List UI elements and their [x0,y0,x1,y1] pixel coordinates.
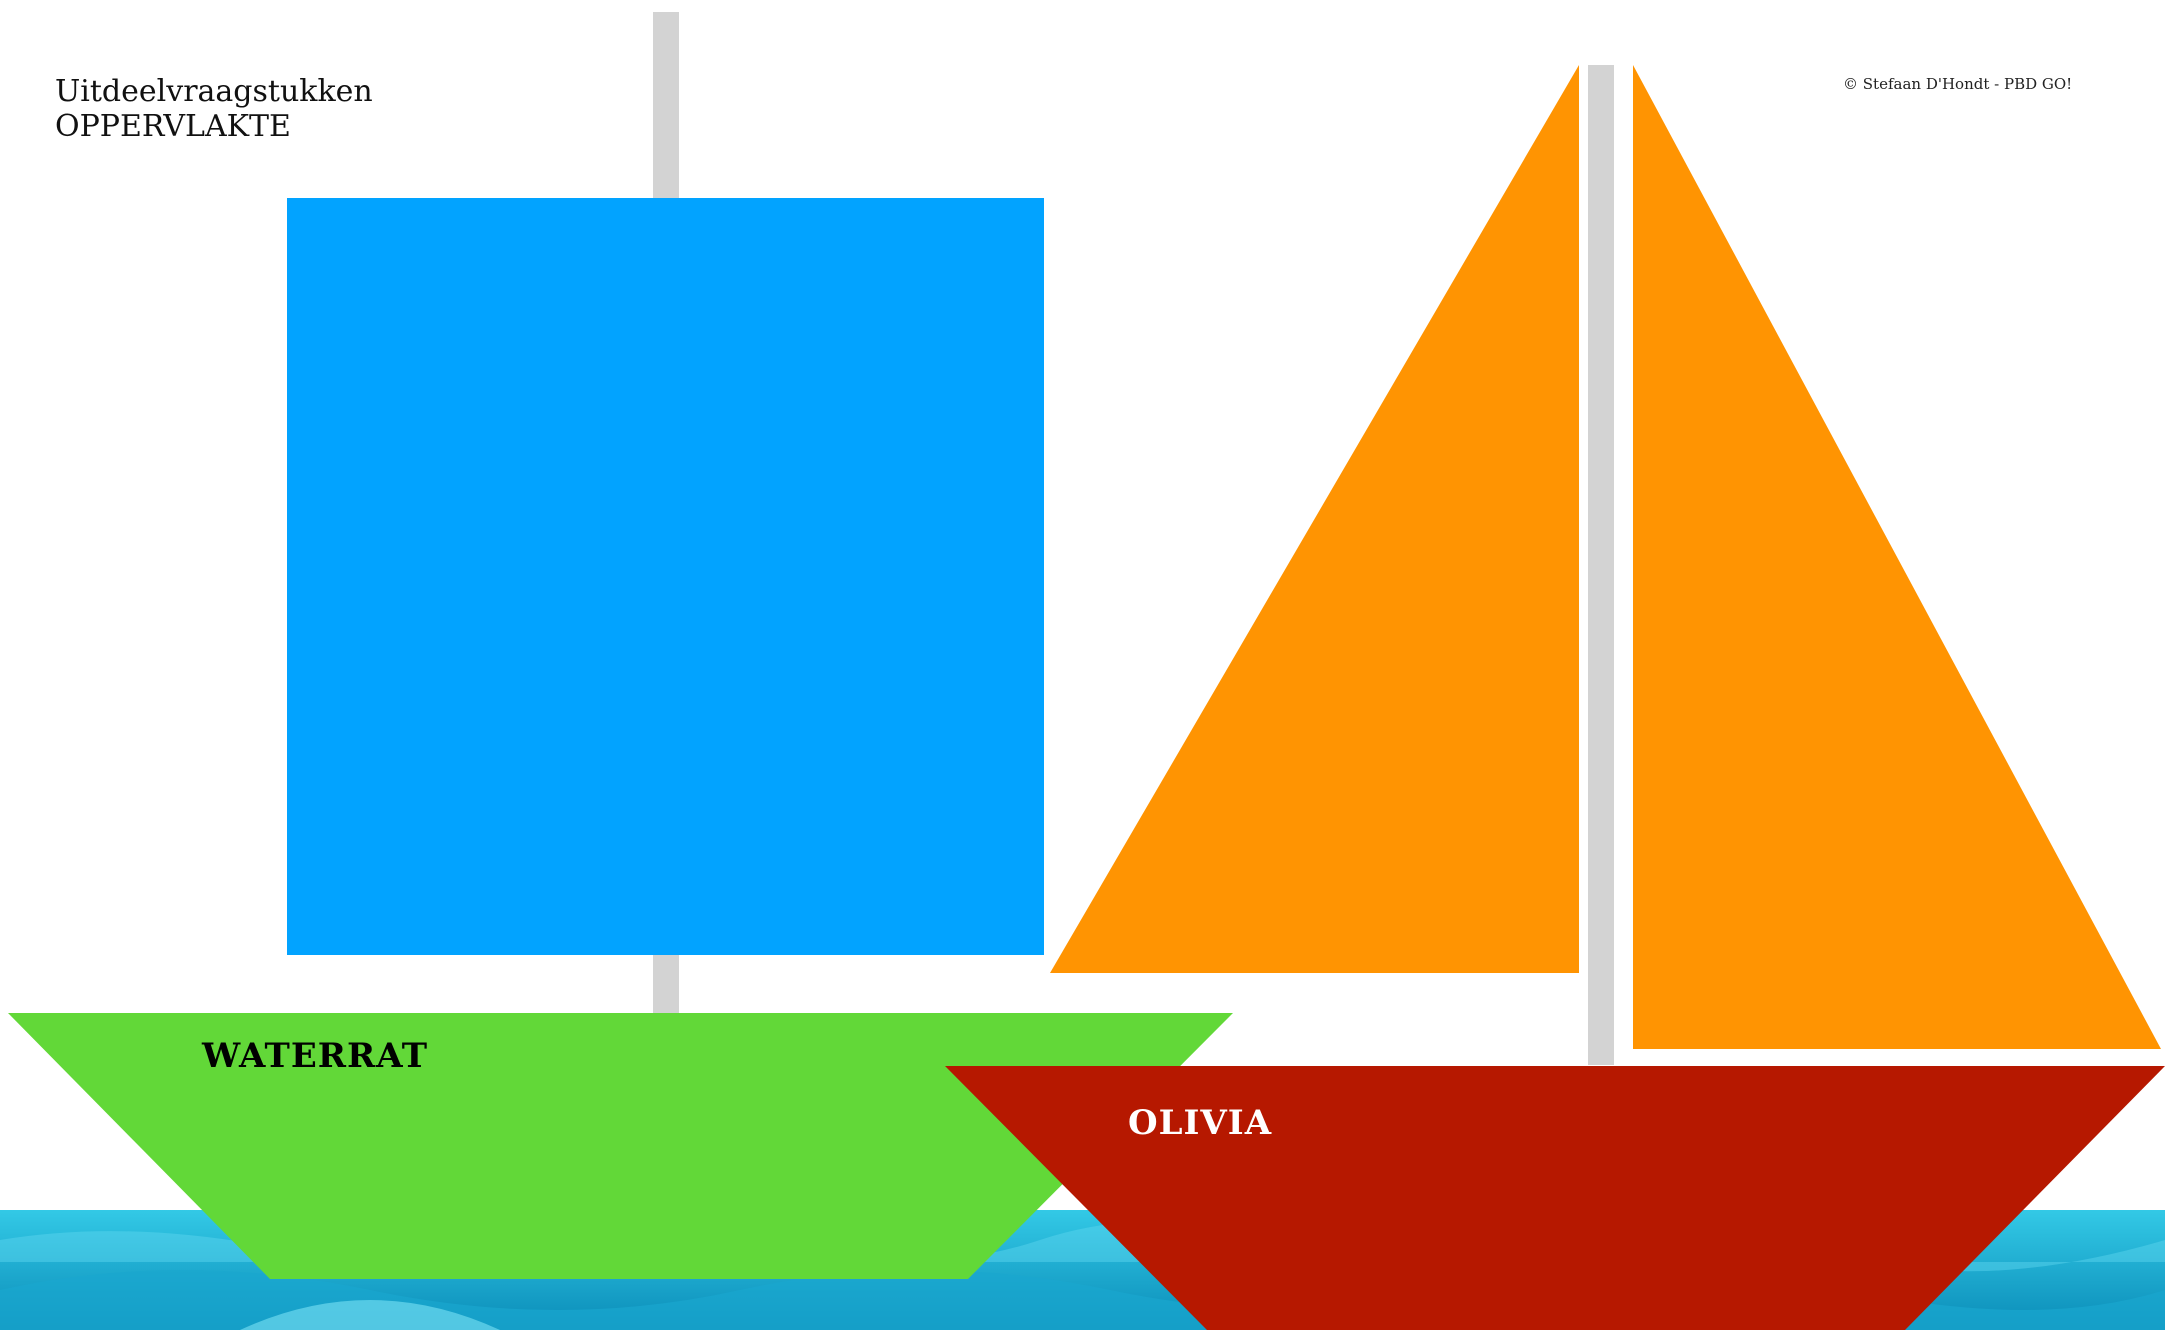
triangle-sail-right [1633,65,2161,1049]
title-line-2: OPPERVLAKTE [55,109,291,144]
boat-waterrat [8,12,1233,1279]
title-line-1: Uitdeelvraagstukken [55,74,373,109]
worksheet-title: Uitdeelvraagstukken OPPERVLAKTE [55,74,373,144]
copyright-notice: © Stefaan D'Hondt - PBD GO! [1843,75,2073,93]
boat-name-waterrat: WATERRAT [202,1036,429,1076]
sea-wave-3 [240,1300,500,1330]
hull [945,1066,2165,1330]
boat-olivia [945,65,2165,1330]
mast [1588,65,1614,1065]
hull [8,1013,1233,1279]
square-sail [287,198,1044,955]
boat-name-olivia: OLIVIA [1128,1103,1273,1143]
triangle-sail-left [1050,65,1579,973]
